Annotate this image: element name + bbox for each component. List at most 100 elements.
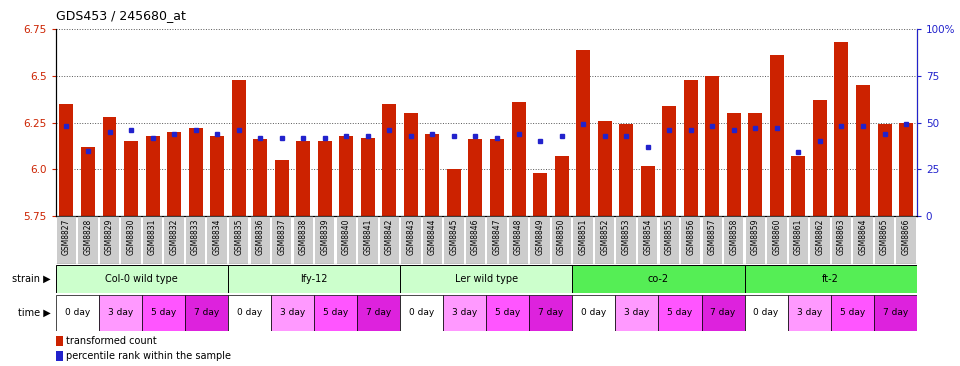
Text: 7 day: 7 day [882,309,908,317]
Bar [357,295,400,331]
FancyBboxPatch shape [337,216,356,264]
Bar [702,295,745,331]
Text: 5 day: 5 day [667,309,692,317]
Text: 0 day: 0 day [237,309,262,317]
Bar [253,139,267,216]
Bar [555,156,568,216]
Text: GSM8865: GSM8865 [880,218,889,255]
FancyBboxPatch shape [466,216,485,264]
FancyBboxPatch shape [897,216,916,264]
Text: GSM8856: GSM8856 [686,218,695,255]
Bar [275,160,289,216]
Bar [512,102,525,216]
FancyBboxPatch shape [251,216,270,264]
Bar [124,141,138,216]
Bar [185,295,228,331]
Text: 3 day: 3 day [797,309,822,317]
Text: GSM8854: GSM8854 [643,218,652,255]
FancyBboxPatch shape [358,216,377,264]
FancyBboxPatch shape [422,216,443,264]
FancyBboxPatch shape [616,216,636,264]
Bar [791,156,805,216]
Bar [659,295,702,331]
Bar [188,128,203,216]
Bar [56,336,62,346]
FancyBboxPatch shape [229,216,249,264]
Text: 5 day: 5 day [151,309,176,317]
FancyBboxPatch shape [164,216,183,264]
Bar [404,113,418,216]
Bar [231,80,246,216]
Text: 5 day: 5 day [323,309,348,317]
Text: ft-2: ft-2 [823,274,839,284]
Text: GSM8851: GSM8851 [579,218,588,255]
Bar [103,117,116,216]
Bar [529,295,572,331]
Text: 3 day: 3 day [452,309,477,317]
FancyBboxPatch shape [379,216,399,264]
Bar [877,124,892,216]
Bar [447,169,461,216]
Text: GSM8845: GSM8845 [449,218,459,255]
Bar [444,295,486,331]
Text: GSM8863: GSM8863 [837,218,846,255]
Text: time ▶: time ▶ [18,308,51,318]
FancyBboxPatch shape [724,216,743,264]
Bar [468,139,483,216]
FancyBboxPatch shape [703,216,722,264]
Text: lfy-12: lfy-12 [300,274,327,284]
Bar [400,295,444,331]
Text: 7 day: 7 day [194,309,219,317]
Bar [361,138,374,216]
Text: 0 day: 0 day [64,309,90,317]
Bar [598,121,612,216]
Text: 0 day: 0 day [581,309,607,317]
Text: GSM8847: GSM8847 [492,218,501,255]
Bar [770,55,784,216]
FancyBboxPatch shape [272,216,292,264]
Bar [487,295,529,331]
Text: GSM8840: GSM8840 [342,218,350,255]
Text: GSM8837: GSM8837 [277,218,286,255]
Bar [727,113,741,216]
Bar [81,147,95,216]
Bar [745,295,787,331]
FancyBboxPatch shape [488,216,507,264]
Text: GSM8828: GSM8828 [84,218,92,255]
Text: transformed count: transformed count [66,336,156,346]
Bar [874,295,917,331]
Text: co-2: co-2 [648,274,669,284]
Bar [490,139,504,216]
Text: GSM8852: GSM8852 [600,218,610,255]
Text: 5 day: 5 day [840,309,865,317]
Bar [830,295,874,331]
FancyBboxPatch shape [444,216,464,264]
Text: GSM8836: GSM8836 [255,218,265,255]
FancyBboxPatch shape [638,216,658,264]
FancyBboxPatch shape [530,216,550,264]
FancyBboxPatch shape [57,216,76,264]
Text: 7 day: 7 day [366,309,392,317]
FancyBboxPatch shape [100,216,119,264]
Bar [56,295,99,331]
Bar [60,104,74,216]
FancyBboxPatch shape [509,216,528,264]
Bar [640,165,655,216]
FancyBboxPatch shape [875,216,894,264]
Text: 3 day: 3 day [108,309,132,317]
FancyBboxPatch shape [681,216,701,264]
Bar [745,265,917,293]
Bar [749,113,762,216]
Bar [572,265,745,293]
Text: GSM8860: GSM8860 [773,218,781,255]
Bar [706,76,719,216]
Bar [899,123,913,216]
FancyBboxPatch shape [573,216,593,264]
Text: GSM8861: GSM8861 [794,218,803,255]
Bar [228,265,400,293]
FancyBboxPatch shape [207,216,227,264]
Bar [572,295,615,331]
Text: GSM8857: GSM8857 [708,218,717,255]
Text: percentile rank within the sample: percentile rank within the sample [66,351,231,361]
Text: GSM8848: GSM8848 [514,218,523,255]
